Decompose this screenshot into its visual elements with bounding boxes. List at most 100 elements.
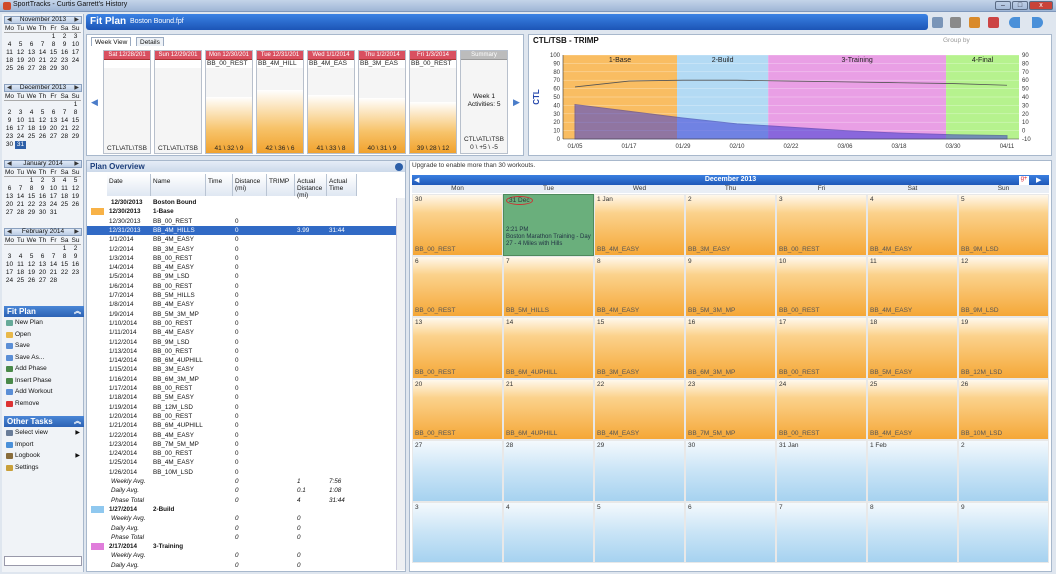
table-row[interactable]: 1/19/2014 BB_12M_LSD 0 — [87, 403, 405, 412]
calendar-date[interactable]: 2 — [73, 245, 78, 252]
calendar-date[interactable]: 12 — [38, 117, 47, 124]
week-summary-card[interactable]: Summary Week 1 Activities: 5 CTL\ATL\TSB 0 \… — [460, 50, 508, 154]
calendar-day-cell[interactable]: 6 — [685, 501, 776, 563]
column-header[interactable]: Time — [206, 174, 233, 196]
calendar-day-cell[interactable]: 21 BB_6M_4UPHILL — [503, 378, 594, 440]
calendar-date[interactable]: 13 — [49, 117, 58, 124]
calendar-date[interactable]: 19 — [27, 269, 36, 276]
calendar-date[interactable]: 12 — [27, 261, 36, 268]
calendar-date[interactable]: 8 — [62, 253, 67, 260]
calendar-date[interactable]: 11 — [61, 185, 68, 192]
calendar-date[interactable]: 15 — [60, 261, 69, 268]
calendar-date[interactable]: 10 — [16, 117, 25, 124]
calendar-date[interactable]: 3 — [51, 177, 56, 184]
calendar-date[interactable]: 22 — [60, 269, 69, 276]
table-row[interactable]: 1/23/2014 BB_7M_5M_MP 0 — [87, 440, 405, 449]
calendar-day-cell[interactable]: 5 — [594, 501, 685, 563]
task-select-view[interactable]: Select view ▶ — [6, 428, 82, 438]
table-row[interactable]: 12/30/2013 BB_00_REST 0 — [87, 217, 405, 226]
calendar-prev-icon[interactable]: ◀ — [7, 17, 12, 23]
calendar-date[interactable]: 14 — [60, 117, 69, 124]
calendar-day-cell[interactable]: 29 — [594, 440, 685, 502]
calendar-date[interactable]: 23 — [38, 201, 47, 208]
task-add-workout[interactable]: Add Workout — [6, 387, 82, 397]
calendar-date[interactable]: 10 — [71, 41, 80, 48]
table-row[interactable]: 1/22/2014 BB_4M_EASY 0 — [87, 431, 405, 440]
calendar-date[interactable]: 4 — [29, 109, 34, 116]
phase-row[interactable]: 12/30/2013 1-Base — [87, 207, 405, 216]
calendar-date[interactable] — [59, 277, 70, 285]
calendar-date[interactable]: 18 — [5, 57, 14, 64]
calendar-day-cell[interactable]: 3 — [412, 501, 503, 563]
calendar-date[interactable]: 20 — [27, 57, 36, 64]
column-header[interactable]: Name — [151, 174, 206, 196]
calendar-day-cell[interactable]: 27 — [412, 440, 503, 502]
calendar-day-cell[interactable]: 31 Jan — [776, 440, 867, 502]
calendar-date[interactable]: 31 — [15, 141, 26, 149]
week-day-card[interactable]: Fri 1/3/2014 BB_00_REST 39 \ 28 \ 12 — [409, 50, 457, 154]
week-day-card[interactable]: Sun 12/29/201 CTL\ATL\TSB — [154, 50, 202, 154]
calendar-date[interactable]: 28 — [49, 277, 58, 284]
calendar-date[interactable]: 27 — [27, 65, 36, 72]
calendar-date[interactable]: 11 — [17, 261, 24, 268]
calendar-date[interactable]: 21 — [49, 269, 58, 276]
tab-details[interactable]: Details — [136, 37, 164, 46]
task-new-plan[interactable]: New Plan — [6, 318, 82, 328]
other_tasks-pane-header[interactable]: Other Tasks ︽ — [4, 416, 84, 427]
calendar-date[interactable]: 30 — [60, 65, 69, 72]
calendar-date[interactable]: 12 — [16, 49, 25, 56]
calendar-date[interactable]: 22 — [49, 57, 58, 64]
tools-icon[interactable] — [950, 17, 961, 28]
calendar-date[interactable] — [70, 277, 81, 285]
calendar-date[interactable]: 22 — [27, 201, 36, 208]
calendar-day-cell[interactable]: 1 Jan BB_4M_EASY — [594, 194, 685, 256]
table-row[interactable]: 1/16/2014 BB_6M_3M_MP 0 — [87, 375, 405, 384]
calendar-day-cell[interactable]: 18 BB_5M_EASY — [867, 317, 958, 379]
calendar-date[interactable]: 11 — [6, 49, 13, 56]
month-calendar[interactable]: ◀ November 2013 ▶ Mo Tu We Th Fr Sa Su 1 2 3 4 5 6 7 8 9 10… — [4, 16, 82, 73]
maximize-button[interactable]: □ — [1012, 1, 1028, 10]
calendar-day-cell[interactable]: 19 BB_12M_LSD — [958, 317, 1049, 379]
calendar-day-cell[interactable]: 13 BB_00_REST — [412, 317, 503, 379]
calendar-day-cell[interactable]: 30 BB_00_REST — [412, 194, 503, 256]
minimize-button[interactable]: – — [995, 1, 1011, 10]
summary-row[interactable]: Daily Avg. 0 0 — [87, 561, 405, 570]
calendar-next-icon[interactable]: ▶ — [74, 17, 79, 23]
calendar-date[interactable]: 21 — [60, 125, 69, 132]
calendar-date[interactable]: 18 — [60, 193, 69, 200]
calendar-date[interactable]: 7 — [62, 109, 67, 116]
calendar-date[interactable]: 13 — [38, 261, 47, 268]
calendar-day-cell[interactable]: 23 BB_7M_5M_MP — [685, 378, 776, 440]
calendar-date[interactable]: 9 — [40, 185, 45, 192]
table-row[interactable]: 1/21/2014 BB_6M_4UPHILL 0 — [87, 421, 405, 430]
calendar-date[interactable]: 18 — [27, 125, 36, 132]
calendar-date[interactable]: 24 — [49, 201, 58, 208]
calendar-date[interactable]: 27 — [49, 133, 58, 140]
week-day-card[interactable]: Thu 1/2/2014 BB_3M_EAS 40 \ 31 \ 9 — [358, 50, 406, 154]
close-button[interactable]: x — [1029, 1, 1053, 10]
collapse-icon[interactable]: ︽ — [74, 418, 81, 425]
calendar-date[interactable]: 23 — [5, 133, 14, 140]
calendar-date[interactable] — [59, 209, 70, 217]
calendar-date[interactable]: 23 — [71, 269, 80, 276]
collapse-icon[interactable]: ︽ — [74, 308, 81, 315]
summary-row[interactable]: Phase Total 0 0 — [87, 533, 405, 542]
table-row[interactable]: 1/26/2014 BB_10M_LSD 0 — [87, 468, 405, 477]
calendar-date[interactable]: 25 — [27, 133, 36, 140]
athlete-icon[interactable] — [969, 17, 980, 28]
calendar-date[interactable]: 4 — [7, 41, 12, 48]
table-row[interactable]: 1/17/2014 BB_00_REST 0 — [87, 384, 405, 393]
calendar-date[interactable]: 15 — [27, 193, 36, 200]
calendar-date[interactable]: 27 — [5, 209, 14, 216]
task-save-as[interactable]: Save As... — [6, 353, 82, 363]
table-row[interactable]: 1/24/2014 BB_00_REST 0 — [87, 449, 405, 458]
calendar-date[interactable]: 6 — [29, 41, 34, 48]
report-icon[interactable] — [988, 17, 999, 28]
calendar-date[interactable]: 26 — [71, 201, 80, 208]
calendar-prev-icon[interactable]: ◀ — [7, 229, 12, 235]
google-plus-icon[interactable]: g+ — [1019, 176, 1029, 185]
calendar-day-cell[interactable]: 10 BB_00_REST — [776, 255, 867, 317]
calendar-date[interactable] — [15, 245, 26, 253]
week-day-card[interactable]: Sat 12/28/201 CTL\ATL\TSB — [103, 50, 151, 154]
calendar-day-cell[interactable]: 24 BB_00_REST — [776, 378, 867, 440]
